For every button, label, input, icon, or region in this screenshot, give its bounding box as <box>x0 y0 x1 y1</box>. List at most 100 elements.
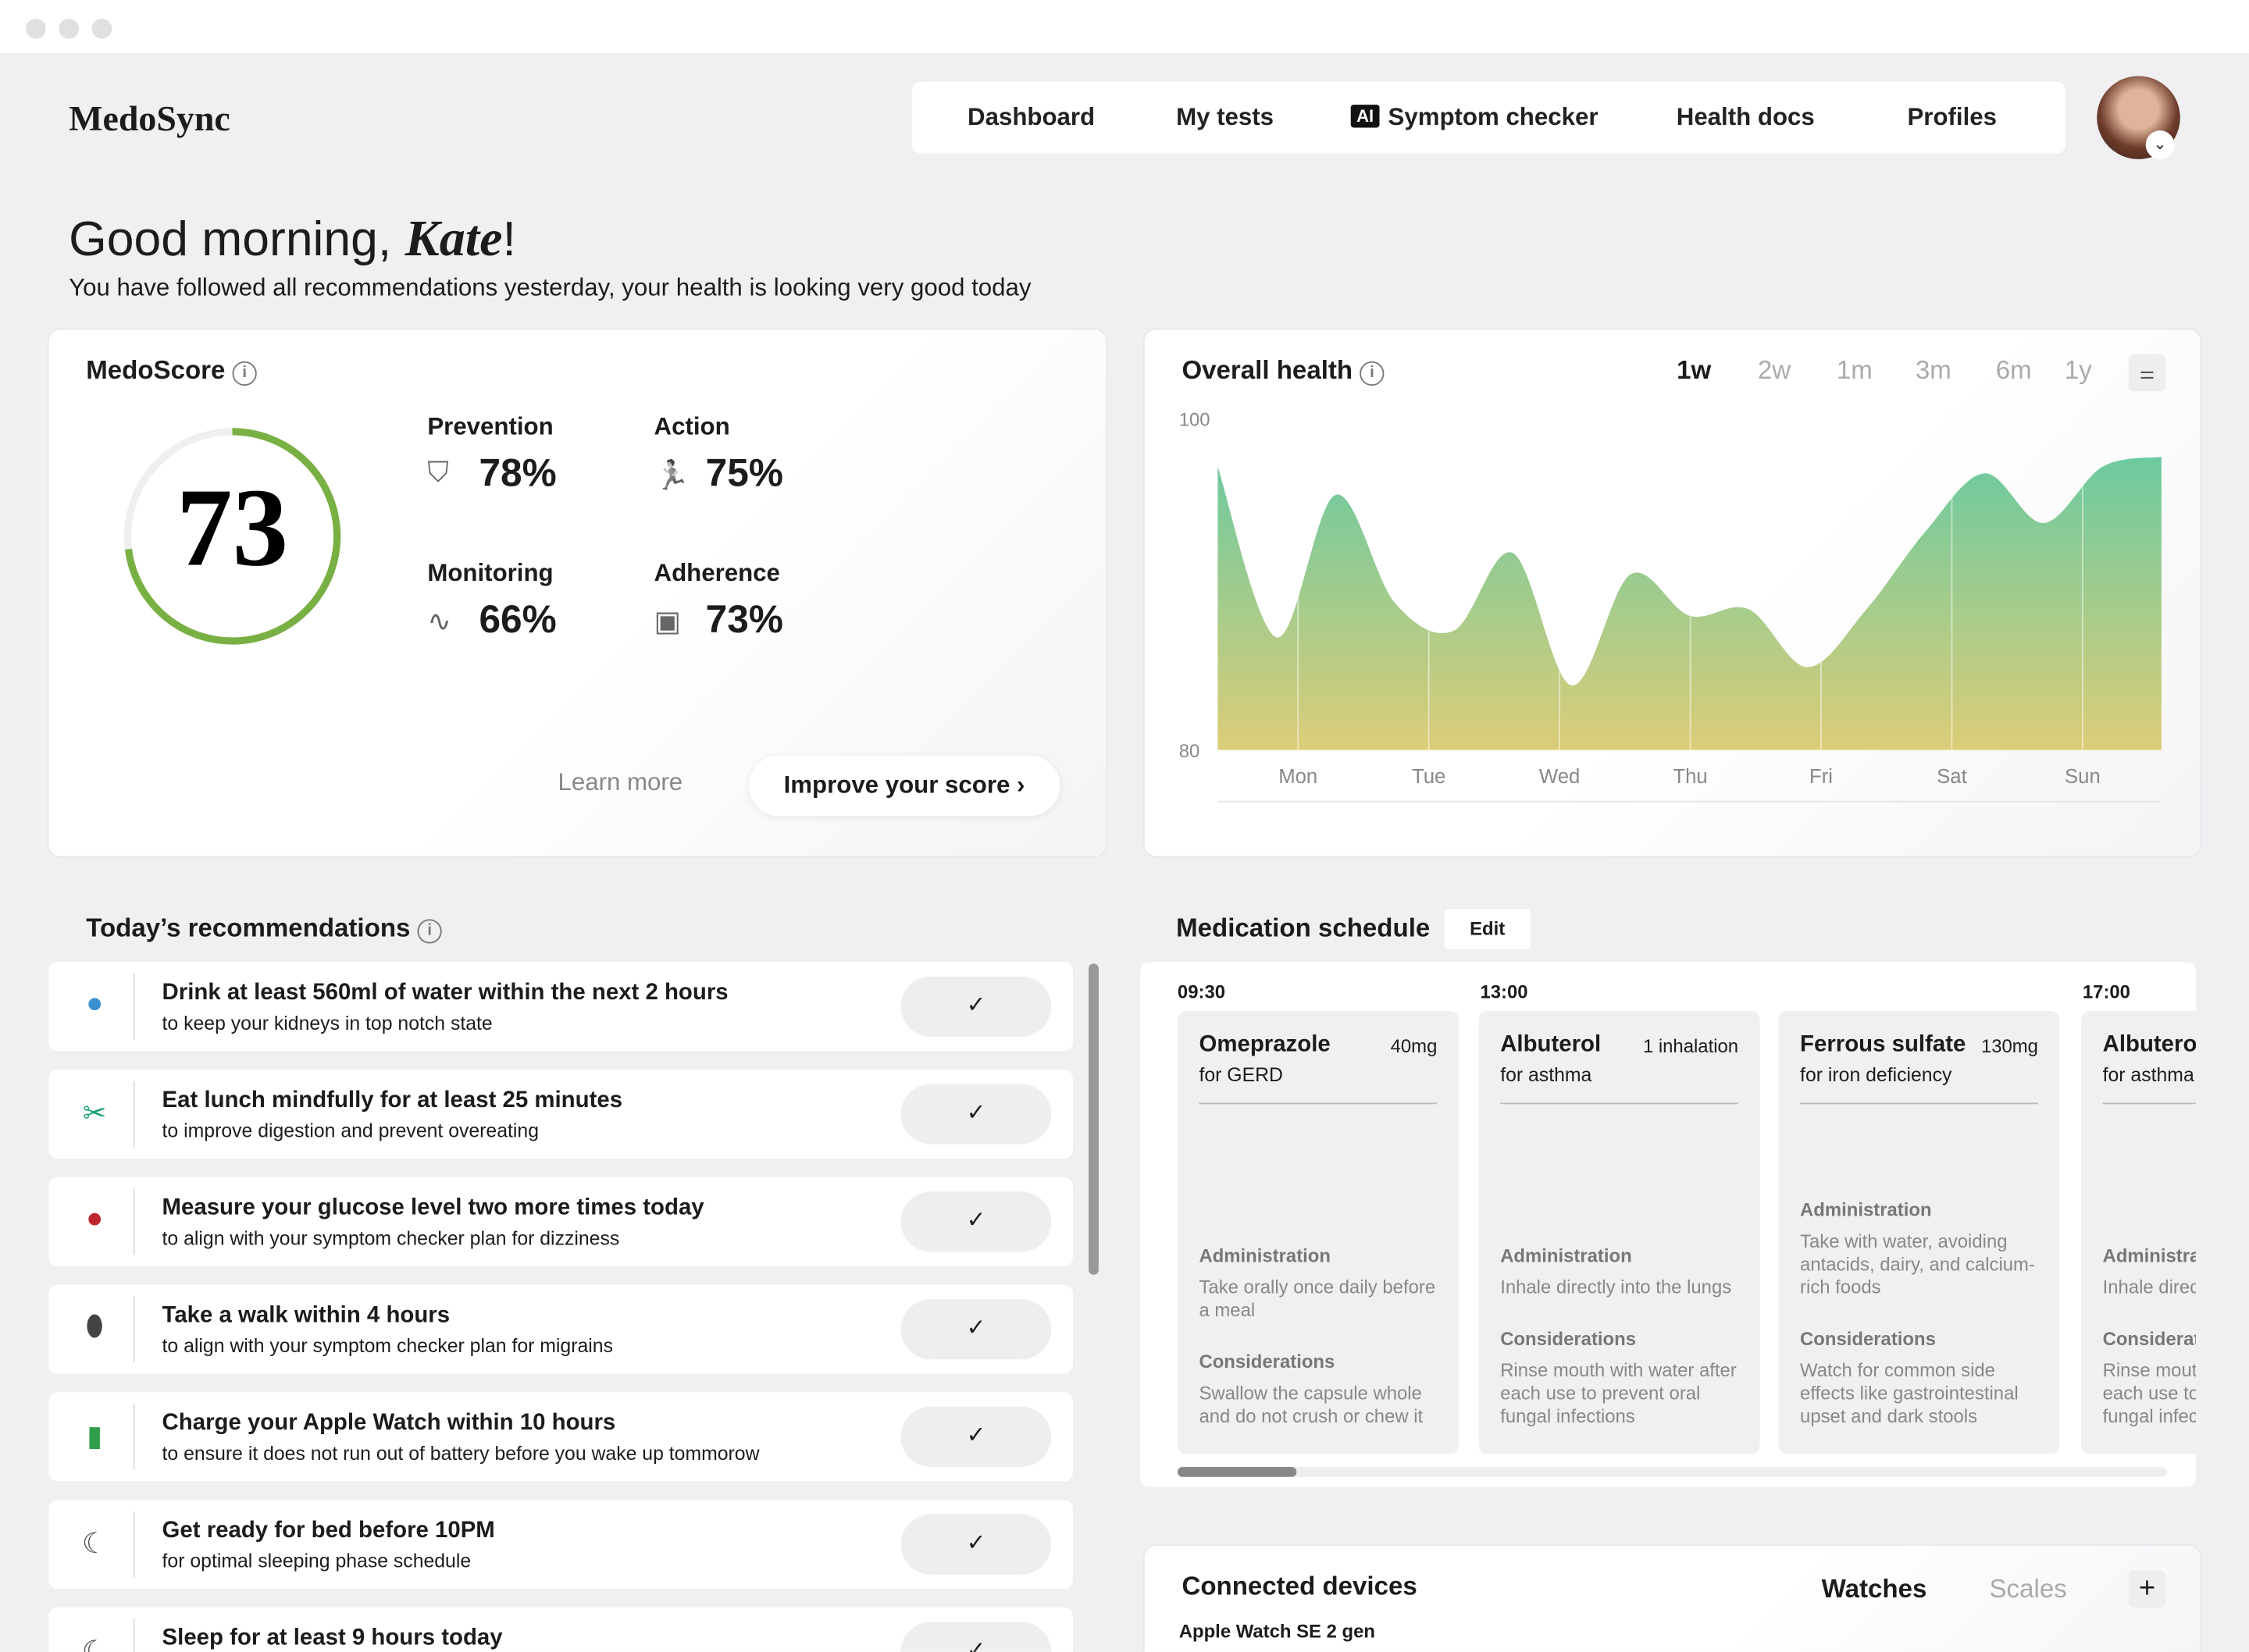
medication-panel: 09:30 13:00 17:00 Omeprazole 40mg for GERD Adm… <box>1140 962 2196 1487</box>
med-for: for asthma <box>2102 1063 2194 1086</box>
tab[interactable]: Scales <box>1989 1574 2067 1604</box>
window-dot <box>26 18 46 39</box>
med-details: Administration Inhale directly into the l… <box>1500 1244 1738 1428</box>
range-tab[interactable]: 1w <box>1677 355 1712 385</box>
check-button[interactable]: ✓ <box>900 976 1052 1037</box>
window-dot <box>59 18 80 39</box>
detail-text: Swallow the capsule whole and do not cru… <box>1199 1382 1424 1427</box>
recommendation: ▮ Charge your Apple Watch within 10 hours… <box>48 1392 1073 1482</box>
rec-subtitle: to improve digestion and prevent overeat… <box>162 1120 539 1142</box>
tab[interactable]: Watches <box>1821 1574 1927 1604</box>
med-name: Albuterol <box>1500 1032 1602 1057</box>
recommendation: ✂ Eat lunch mindfully for at least 25 min… <box>48 1070 1073 1159</box>
range-tab[interactable]: 6m <box>1995 355 2032 385</box>
med-details: Administration Take with water, avoiding … <box>1800 1198 2038 1428</box>
range-tab[interactable]: 2w <box>1757 355 1791 385</box>
devices-card: Connected devices Watches Scales + Apple… <box>1144 1545 2201 1652</box>
metric-value: 73% <box>705 597 783 642</box>
rec-subtitle: to align with your symptom checker plan … <box>162 1227 620 1249</box>
rec-title: Charge your Apple Watch within 10 hours <box>162 1411 616 1436</box>
detail-text: Take orally once daily before a meal <box>1199 1276 1436 1321</box>
med-details: Administration Take orally once daily bef… <box>1199 1244 1437 1428</box>
medication-card: Albuterol 1 inhalation for asthma Administr… <box>1478 1010 1760 1454</box>
nav-item[interactable]: AI Symptom checker <box>1350 103 1598 132</box>
check-button[interactable]: ✓ <box>900 1299 1052 1360</box>
check-button[interactable]: ✓ <box>900 1514 1052 1575</box>
rec-icon: ☾ <box>81 1528 108 1561</box>
detail-label: Administration <box>1199 1244 1331 1266</box>
detail-text: Take with water, avoiding antacids, dair… <box>1800 1230 2035 1298</box>
x-tick-label: Mon <box>1278 766 1317 788</box>
add-button[interactable]: + <box>2128 1570 2166 1607</box>
avatar-menu[interactable]: ⌄ <box>2145 130 2175 159</box>
detail-text: Rinse mouth with water after each use to… <box>2102 1359 2196 1427</box>
filter-button[interactable]: ⚌ <box>2128 354 2166 392</box>
check-button[interactable]: ✓ <box>900 1622 1052 1652</box>
rec-subtitle: to ensure it does not run out of battery… <box>162 1442 760 1465</box>
x-tick-label: Sat <box>1937 766 1967 788</box>
x-tick-label: Fri <box>1809 766 1833 788</box>
nav-item[interactable]: Profiles <box>1907 103 1997 132</box>
rec-title: Take a walk within 4 hours <box>162 1303 451 1328</box>
separator <box>2102 1102 2196 1105</box>
info-icon[interactable]: i <box>232 361 257 386</box>
rec-title: Drink at least 560ml of water within the… <box>162 981 729 1006</box>
greeting-text: Good morning, <box>69 212 405 267</box>
check-button[interactable]: ✓ <box>900 1084 1052 1145</box>
medoscore-card: MedoScore i 73 Learn more Improve your s… <box>48 329 1107 856</box>
med-for: for iron deficiency <box>1800 1063 1952 1086</box>
x-tick-label: Tue <box>1412 766 1445 788</box>
score-ring: 73 <box>123 428 341 645</box>
nav-item[interactable]: Dashboard <box>968 103 1095 132</box>
greeting-end: ! <box>502 212 516 267</box>
med-dose: 1 inhalation <box>1642 1035 1739 1057</box>
med-for: for asthma <box>1500 1063 1592 1086</box>
avatar[interactable]: ⌄ <box>2097 76 2180 159</box>
nav-item[interactable]: My tests <box>1176 103 1274 132</box>
check-button[interactable]: ✓ <box>900 1191 1052 1252</box>
info-icon[interactable]: i <box>417 919 442 944</box>
detail-label: Considerations <box>1800 1327 1936 1350</box>
divider <box>133 1296 135 1362</box>
recommendation: ☾ Get ready for bed before 10PM for optima… <box>48 1500 1073 1590</box>
separator <box>1199 1102 1438 1105</box>
range-tab[interactable]: 1m <box>1836 355 1873 385</box>
improve-button[interactable]: Improve your score › <box>748 755 1060 817</box>
divider <box>133 1188 135 1255</box>
nav-item[interactable]: Health docs <box>1677 103 1815 132</box>
nav-label: Dashboard <box>968 103 1096 131</box>
range-tab[interactable]: 3m <box>1915 355 1951 385</box>
info-icon[interactable]: i <box>1360 361 1385 386</box>
time-label: 17:00 <box>2082 981 2130 1002</box>
detail-text: Watch for common side effects like gastr… <box>1800 1359 2019 1427</box>
check-button[interactable]: ✓ <box>900 1406 1052 1467</box>
h-scroll-thumb[interactable] <box>1177 1466 1297 1477</box>
nav-label: Health docs <box>1676 103 1815 131</box>
rec-icon: ✂ <box>82 1098 107 1130</box>
card-title: MedoScore i <box>86 356 257 386</box>
rec-icon: ▮ <box>87 1421 103 1453</box>
recommendation: ☾ Sleep for at least 9 hours today ✓ <box>48 1607 1073 1652</box>
rec-icon: ⬮ <box>85 1310 104 1343</box>
ring-arc <box>123 428 341 645</box>
health-chart: 80 100 Mon Tue Wed Thu Fri Sat Sun <box>1179 409 2162 803</box>
user-name: Kate <box>405 209 503 267</box>
window-dot <box>91 18 112 39</box>
title-text: Today’s recommendations <box>86 913 411 942</box>
rec-subtitle: for optimal sleeping phase schedule <box>162 1550 472 1572</box>
edit-button[interactable]: Edit <box>1444 909 1531 949</box>
recommendation: ⬮ Take a walk within 4 hours to align with… <box>48 1284 1073 1374</box>
metric-icon: ▣ <box>654 606 682 639</box>
divider <box>133 1081 135 1148</box>
scrollbar[interactable] <box>1089 963 1099 1275</box>
title-text: Overall health <box>1182 355 1353 385</box>
improve-text: Improve your score <box>783 771 1010 799</box>
range-tab[interactable]: 1y <box>2064 355 2092 385</box>
learn-more[interactable]: Learn more <box>558 768 683 796</box>
greeting: Good morning, Kate! <box>69 208 516 268</box>
metric-label: Monitoring <box>427 559 554 587</box>
rec-icon: ● <box>86 988 104 1020</box>
x-tick-label: Wed <box>1539 766 1580 788</box>
detail-label: Considerations <box>2102 1327 2196 1350</box>
